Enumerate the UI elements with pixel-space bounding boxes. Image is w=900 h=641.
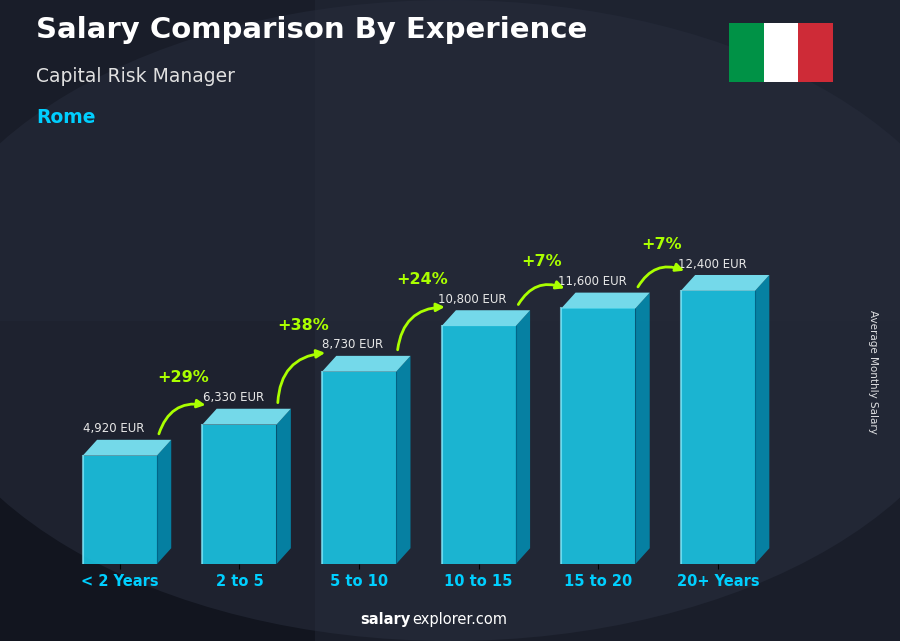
Polygon shape xyxy=(157,440,171,564)
Polygon shape xyxy=(755,275,770,564)
Bar xyxy=(763,23,798,82)
Bar xyxy=(729,23,763,82)
Bar xyxy=(0,0,315,641)
Text: 11,600 EUR: 11,600 EUR xyxy=(558,275,626,288)
Text: +7%: +7% xyxy=(522,254,562,269)
Polygon shape xyxy=(276,409,291,564)
Polygon shape xyxy=(322,356,410,372)
Text: 10,800 EUR: 10,800 EUR xyxy=(438,293,507,306)
Text: 12,400 EUR: 12,400 EUR xyxy=(678,258,746,271)
Polygon shape xyxy=(562,308,635,564)
Text: +24%: +24% xyxy=(397,272,448,287)
Text: +38%: +38% xyxy=(277,317,328,333)
Text: 8,730 EUR: 8,730 EUR xyxy=(322,338,383,351)
Text: salary: salary xyxy=(360,612,410,627)
Polygon shape xyxy=(442,326,516,564)
Polygon shape xyxy=(635,292,650,564)
Text: 4,920 EUR: 4,920 EUR xyxy=(83,422,145,435)
Polygon shape xyxy=(680,275,770,291)
Text: Capital Risk Manager: Capital Risk Manager xyxy=(36,67,235,87)
Text: +29%: +29% xyxy=(158,370,209,385)
Bar xyxy=(798,23,832,82)
Polygon shape xyxy=(680,291,755,564)
Polygon shape xyxy=(442,310,530,326)
Polygon shape xyxy=(83,456,157,564)
Polygon shape xyxy=(322,372,396,564)
Polygon shape xyxy=(202,409,291,424)
Polygon shape xyxy=(83,440,171,456)
Polygon shape xyxy=(516,310,530,564)
Polygon shape xyxy=(562,292,650,308)
Polygon shape xyxy=(396,356,410,564)
Bar xyxy=(0,0,900,320)
Text: Rome: Rome xyxy=(36,108,95,127)
Text: 6,330 EUR: 6,330 EUR xyxy=(202,392,264,404)
Polygon shape xyxy=(202,424,276,564)
Text: Average Monthly Salary: Average Monthly Salary xyxy=(868,310,878,434)
Text: +7%: +7% xyxy=(642,237,682,252)
Text: explorer.com: explorer.com xyxy=(412,612,508,627)
Text: Salary Comparison By Experience: Salary Comparison By Experience xyxy=(36,16,587,44)
